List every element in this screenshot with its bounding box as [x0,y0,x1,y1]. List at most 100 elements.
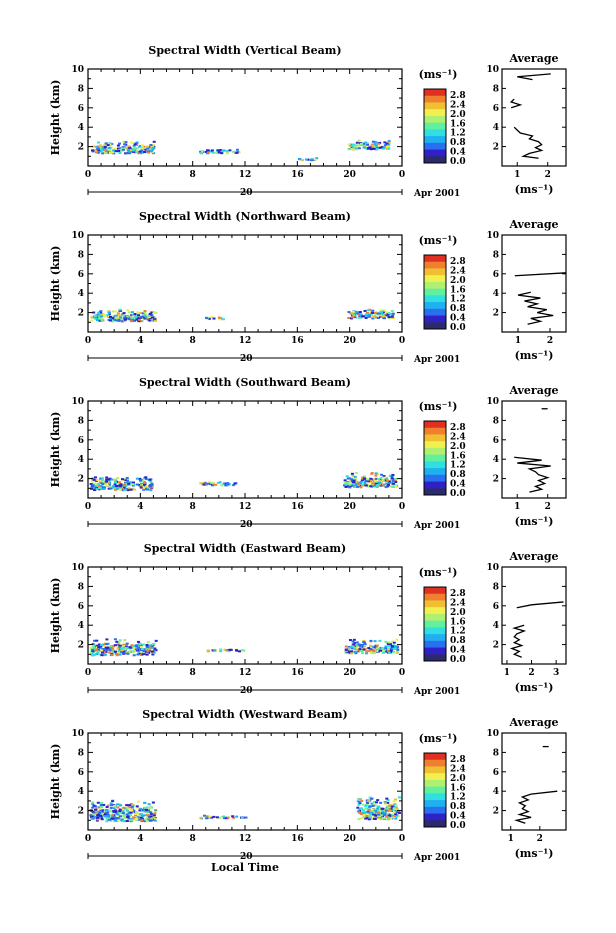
heatmap-cell [96,312,100,315]
heatmap-cell [143,483,147,486]
heatmap-cell [115,487,119,490]
heatmap-cell [149,144,153,147]
heatmap-cell [372,817,376,820]
heatmap-cell [113,483,117,486]
heatmap-cell [210,484,214,487]
heatmap-cell [363,309,367,312]
heatmap-cell [393,798,397,801]
heatmap-cell [365,807,369,810]
heatmap-cell [383,476,387,479]
heatmap-cell [123,486,127,489]
heatmap-cell [354,146,358,149]
heatmap-cell [106,484,110,487]
heatmap-cell [389,813,393,816]
profile-y-tick-label: 10 [486,729,499,739]
heatmap-cell [374,477,378,480]
heatmap-cell [119,647,123,650]
profile-y-tick-label: 10 [486,231,499,241]
heatmap-cell [99,477,103,480]
heatmap-cell [148,319,152,322]
colorbar-swatch [424,640,446,649]
heatmap-cell [125,479,129,482]
heatmap-cell [132,149,136,152]
heatmap-cell [138,483,142,486]
y-tick-label: 4 [78,455,84,465]
colorbar-swatch [424,647,446,655]
heatmap-cell [142,814,146,817]
heatmap-cell [347,311,351,314]
heatmap-cell [216,149,220,152]
heatmap-cell [97,643,101,646]
heatmap-cell [97,314,101,317]
heatmap-cell [375,801,379,804]
heatmap-cell [144,148,148,151]
heatmap-cell [347,143,351,146]
heatmap-cell [383,802,387,805]
heatmap-cell [359,316,363,319]
colorbar-unit: (ms⁻¹) [419,566,458,579]
heatmap-cell [367,649,371,652]
heatmap-cell [208,481,212,484]
heatmap-cell [381,310,385,313]
y-tick-label: 2 [78,309,84,319]
heatmap-cell [134,316,138,319]
heatmap-cell [344,485,348,488]
heatmap-cell [148,485,152,488]
heatmap-cell [97,648,101,651]
colorbar-tick-label: 2.0 [450,276,466,286]
x-tick-label: 4 [137,170,143,180]
heatmap-cell [209,150,213,153]
heatmap-cell [385,650,389,653]
heatmap-cell [97,646,101,649]
heatmap-cell [147,803,151,806]
profile-line [517,291,554,325]
heatmap-cell [109,819,113,822]
heatmap-cell [145,643,149,646]
heatmap-cell [358,802,362,805]
heatmap-cell [395,651,399,654]
heatmap-cell [304,158,308,161]
heatmap-cell [144,818,148,821]
colorbar-tick-label: 1.6 [450,617,466,627]
heatmap-cell [372,144,376,147]
heatmap-cell [390,315,394,318]
heatmap-cell [124,141,128,144]
y-tick-label: 6 [78,768,84,778]
heatmap-cell [224,484,228,487]
heatmap-cell [96,814,100,817]
heatmap-cell [141,480,145,483]
profile-y-tick-label: 8 [493,748,499,758]
colorbar-swatch [424,753,446,761]
heatmap-cell [362,146,366,149]
heatmap-cell [359,481,363,484]
heatmap-cell [90,480,94,483]
heatmap-cell [115,644,119,647]
heatmap-cell [122,646,126,649]
heatmap-cell [138,809,142,812]
profile-y-tick-label: 10 [486,65,499,75]
heatmap-cell [386,799,390,802]
heatmap-cell [375,310,379,313]
colorbar-tick-label: 0.8 [450,636,466,646]
heatmap-cell [127,487,131,490]
heatmap-cell [123,318,127,321]
heatmap-cell [389,649,393,652]
heatmap-cell [350,483,354,486]
profile-x-tick-label: 3 [553,668,559,678]
x-tick-label: 12 [239,170,252,180]
heatmap-cell [116,477,120,480]
heatmap-cell [372,815,376,818]
heatmap-cell [98,319,102,322]
heatmap-cell [115,654,119,657]
heatmap-cell [136,317,140,320]
heatmap-cell [393,479,397,482]
heatmap-cell [370,472,374,475]
heatmap-cell [153,812,157,815]
heatmap-cell [375,650,379,653]
heatmap-cell [123,817,127,820]
heatmap-cell [380,310,384,313]
heatmap-cell [122,316,126,319]
heatmap-cell [97,488,101,491]
heatmap-cell [95,819,99,822]
heatmap-cell [369,648,373,651]
